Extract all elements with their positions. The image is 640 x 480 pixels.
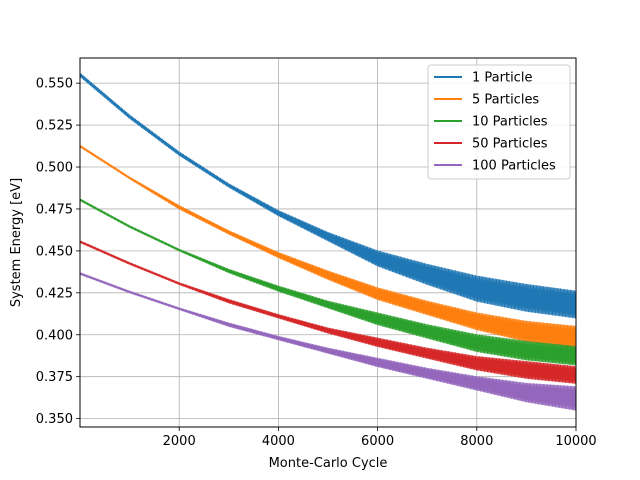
- y-tick-label: 0.450: [36, 244, 73, 259]
- y-tick-label: 0.425: [36, 286, 73, 301]
- legend-box: [427, 64, 571, 180]
- x-tick-label: 10000: [555, 434, 596, 449]
- series-line: [79, 145, 577, 349]
- legend-label: 100 Particles: [472, 159, 556, 174]
- series-line: [79, 72, 577, 319]
- y-axis-label: System Energy [eV]: [9, 178, 24, 307]
- series-line: [79, 240, 577, 384]
- y-tick-label: 0.400: [36, 328, 73, 343]
- y-tick-label: 0.350: [36, 412, 73, 427]
- x-tick-label: 2000: [163, 434, 196, 449]
- series-line: [79, 272, 577, 411]
- y-tick-label: 0.500: [36, 161, 73, 176]
- legend-label: 1 Particle: [472, 71, 532, 86]
- x-tick-label: 8000: [460, 434, 493, 449]
- series-line: [79, 198, 577, 366]
- y-tick-label: 0.525: [36, 119, 73, 134]
- y-tick-label: 0.475: [36, 202, 73, 217]
- axis-ticks: 2000 4000 6000 8000 10000 0.350 0.375 0.400 0.42…: [36, 77, 597, 449]
- legend-label: 5 Particles: [472, 93, 539, 108]
- x-tick-label: 6000: [361, 434, 394, 449]
- legend-label: 10 Particles: [472, 115, 548, 130]
- x-tick-label: 4000: [262, 434, 295, 449]
- plot-frame: [79, 57, 577, 428]
- x-axis-label: Monte-Carlo Cycle: [269, 456, 388, 471]
- y-tick-label: 0.550: [36, 77, 73, 92]
- y-tick-label: 0.375: [36, 370, 73, 385]
- series-layer: [79, 72, 577, 411]
- legend: 1 Particle 5 Particles 10 Particles 50 Part…: [427, 64, 571, 180]
- legend-label: 50 Particles: [472, 137, 548, 152]
- grid: [80, 58, 577, 427]
